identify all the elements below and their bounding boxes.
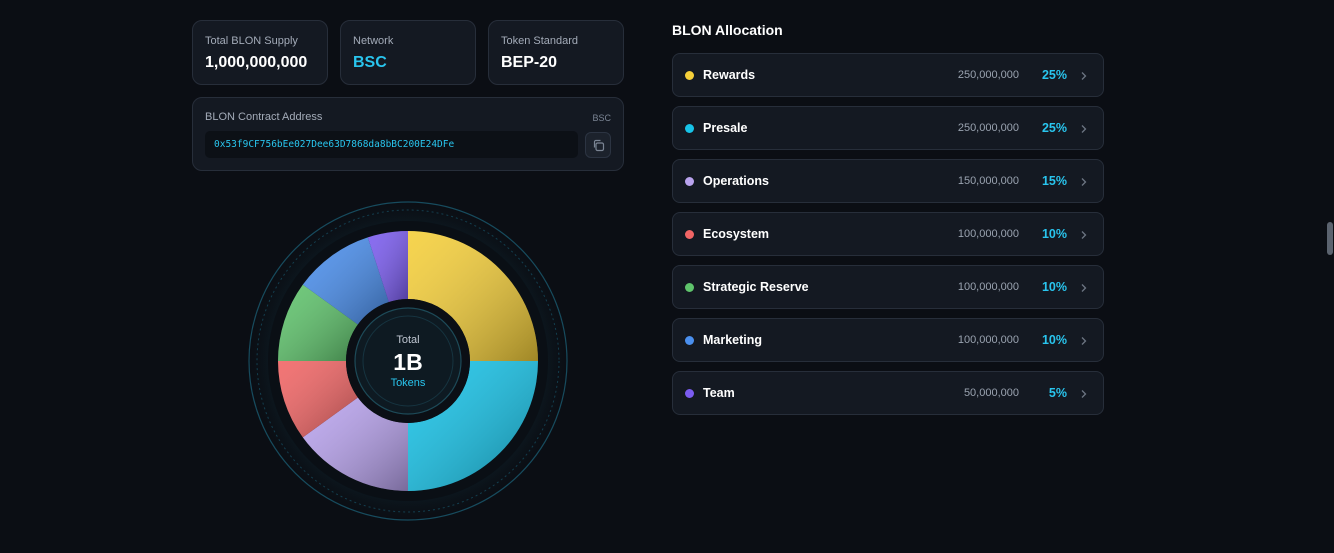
chevron-right-icon (1081, 284, 1087, 292)
allocation-name: Strategic Reserve (703, 280, 809, 294)
chart-center-ring (354, 307, 462, 415)
allocation-title: BLON Allocation (672, 22, 783, 38)
allocation-item-operations[interactable]: Operations 150,000,000 15% (672, 159, 1104, 203)
allocation-item-strategic-reserve[interactable]: Strategic Reserve 100,000,000 10% (672, 265, 1104, 309)
chart-outer-ring (248, 201, 568, 521)
contract-address-value[interactable]: 0x53f9CF756bEe027Dee63D7868da8bBC200E24D… (205, 131, 578, 158)
token-standard-label: Token Standard (501, 35, 579, 47)
chevron-right-icon (1081, 390, 1087, 398)
legend-dot (685, 71, 694, 80)
network-value: BSC (353, 54, 387, 71)
total-supply-label: Total BLON Supply (205, 35, 298, 47)
allocation-percent: 15% (1041, 174, 1067, 188)
allocation-amount: 100,000,000 (957, 281, 1019, 293)
allocation-donut-chart: Total 1B Tokens (244, 197, 572, 525)
allocation-item-ecosystem[interactable]: Ecosystem 100,000,000 10% (672, 212, 1104, 256)
chevron-right-icon (1081, 125, 1087, 133)
allocation-list: Rewards 250,000,000 25% Presale 250,000,… (672, 53, 1104, 424)
legend-dot (685, 283, 694, 292)
chevron-right-icon (1081, 337, 1087, 345)
copy-address-button[interactable] (585, 132, 611, 158)
allocation-amount: 250,000,000 (957, 122, 1019, 134)
chart-center-label: Total (396, 334, 420, 346)
token-standard-value: BEP-20 (501, 54, 558, 71)
allocation-name: Marketing (703, 333, 763, 347)
network-card: Network BSC (340, 20, 476, 85)
total-supply-value: 1,000,000,000 (205, 54, 308, 71)
allocation-percent: 10% (1041, 333, 1067, 347)
legend-dot (685, 389, 694, 398)
allocation-amount: 100,000,000 (957, 334, 1019, 346)
contract-address-label: BLON Contract Address (205, 111, 323, 123)
contract-address-card: BLON Contract Address BSC 0x53f9CF756bEe… (192, 97, 624, 171)
chevron-right-icon (1081, 178, 1087, 186)
allocation-percent: 10% (1041, 280, 1067, 294)
allocation-percent: 25% (1041, 68, 1067, 82)
allocation-amount: 50,000,000 (963, 387, 1019, 399)
chart-center-unit: Tokens (390, 377, 426, 389)
allocation-amount: 150,000,000 (957, 175, 1019, 187)
chart-center-value: 1B (393, 349, 423, 375)
chevron-right-icon (1081, 72, 1087, 80)
allocation-item-team[interactable]: Team 50,000,000 5% (672, 371, 1104, 415)
token-standard-card: Token Standard BEP-20 (488, 20, 624, 85)
legend-dot (685, 230, 694, 239)
contract-network-badge: BSC (592, 113, 611, 123)
allocation-item-marketing[interactable]: Marketing 100,000,000 10% (672, 318, 1104, 362)
total-supply-card: Total BLON Supply 1,000,000,000 (192, 20, 328, 85)
legend-dot (685, 177, 694, 186)
allocation-percent: 10% (1041, 227, 1067, 241)
allocation-name: Team (703, 386, 735, 400)
legend-dot (685, 336, 694, 345)
allocation-amount: 100,000,000 (957, 228, 1019, 240)
allocation-percent: 25% (1041, 121, 1067, 135)
chevron-right-icon (1081, 231, 1087, 239)
allocation-name: Rewards (703, 68, 756, 82)
network-label: Network (353, 35, 394, 47)
chart-center-inner-ring (362, 315, 454, 407)
allocation-name: Operations (703, 174, 769, 188)
legend-dot (685, 124, 694, 133)
allocation-amount: 250,000,000 (957, 69, 1019, 81)
page-scrollbar-thumb[interactable] (1327, 222, 1333, 255)
allocation-item-rewards[interactable]: Rewards 250,000,000 25% (672, 53, 1104, 97)
allocation-percent: 5% (1048, 386, 1067, 400)
allocation-name: Ecosystem (703, 227, 770, 241)
allocation-item-presale[interactable]: Presale 250,000,000 25% (672, 106, 1104, 150)
allocation-name: Presale (703, 121, 748, 135)
chart-dashed-ring (256, 209, 560, 513)
copy-icon (593, 139, 605, 152)
